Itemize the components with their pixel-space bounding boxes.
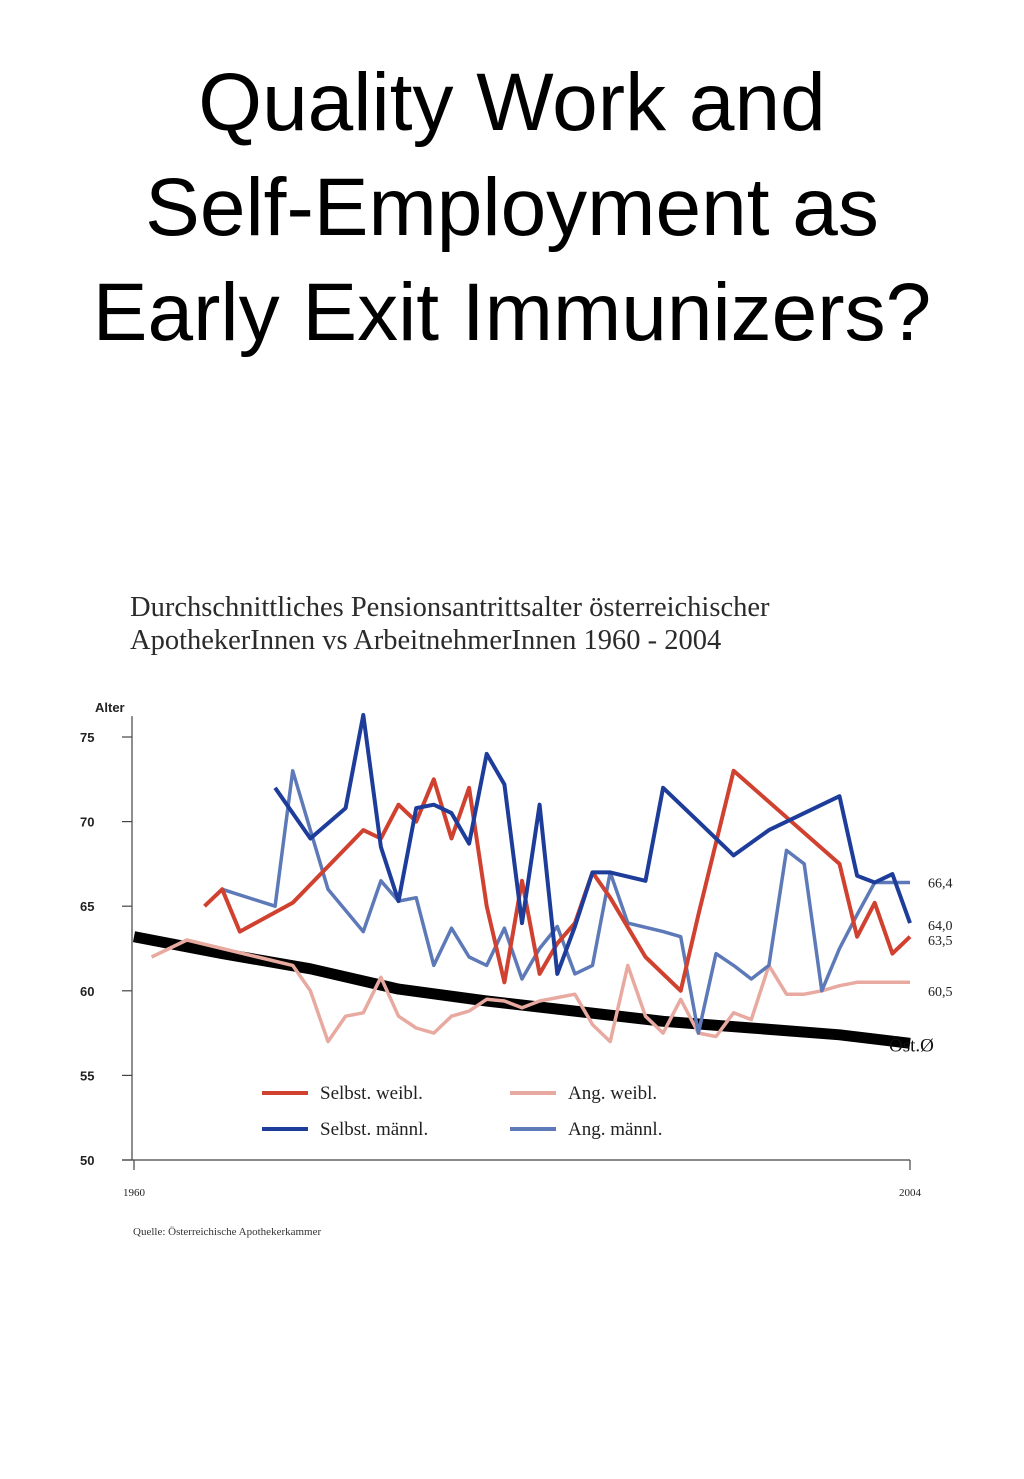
legend-label: Ang. weibl. (568, 1083, 657, 1104)
y-tick-label: 65 (80, 899, 94, 914)
y-tick-label: 75 (80, 730, 94, 745)
y-axis-label: Alter (95, 700, 125, 715)
series-label-oest: Öst.Ø (889, 1035, 934, 1056)
y-tick-label: 70 (80, 815, 94, 830)
chart-title-line-1: Durchschnittliches Pensionsantrittsalter… (130, 592, 770, 623)
series-line-1 (273, 713, 912, 976)
chart-series (132, 713, 912, 1049)
y-tick-label: 50 (80, 1153, 94, 1168)
x-tick-label: 1960 (123, 1187, 146, 1199)
chart-title: Durchschnittliches Pensionsantrittsalter… (130, 591, 769, 657)
y-tick-label: 55 (80, 1068, 94, 1083)
legend-label: Selbst. männl. (320, 1119, 428, 1140)
end-value-label: 60,5 (928, 985, 953, 1000)
end-value-label: 64,0 (928, 919, 953, 934)
end-value-label: 63,5 (928, 934, 953, 949)
y-tick-label: 60 (80, 984, 94, 999)
series-line-0 (203, 768, 912, 993)
legend-label: Ang. männl. (568, 1119, 662, 1140)
chart-end-labels: 66,4 64,063,5 60,5 Öst.Ø (889, 877, 953, 1057)
series-line-2 (150, 938, 910, 1044)
slide-title-line-1: Quality Work and (198, 57, 826, 148)
chart-title-line-2: ApothekerInnen vs ArbeitnehmerInnen 1960… (130, 625, 722, 656)
chart-source: Quelle: Österreichische Apothekerkammer (133, 1226, 322, 1238)
series-line-4 (132, 931, 911, 1049)
chart-legend: Selbst. weibl. Ang. weibl. Selbst. männl. A… (262, 1083, 662, 1140)
x-tick-label: 2004 (899, 1187, 922, 1199)
slide-title-line-3: Early Exit Immunizers? (92, 267, 932, 358)
legend-label: Selbst. weibl. (320, 1083, 423, 1104)
slide-title: Quality Work and Self-Employment as Earl… (0, 50, 1024, 365)
series-line-3 (221, 769, 910, 1035)
end-value-label: 66,4 (928, 877, 953, 892)
slide-title-line-2: Self-Employment as (145, 162, 879, 253)
